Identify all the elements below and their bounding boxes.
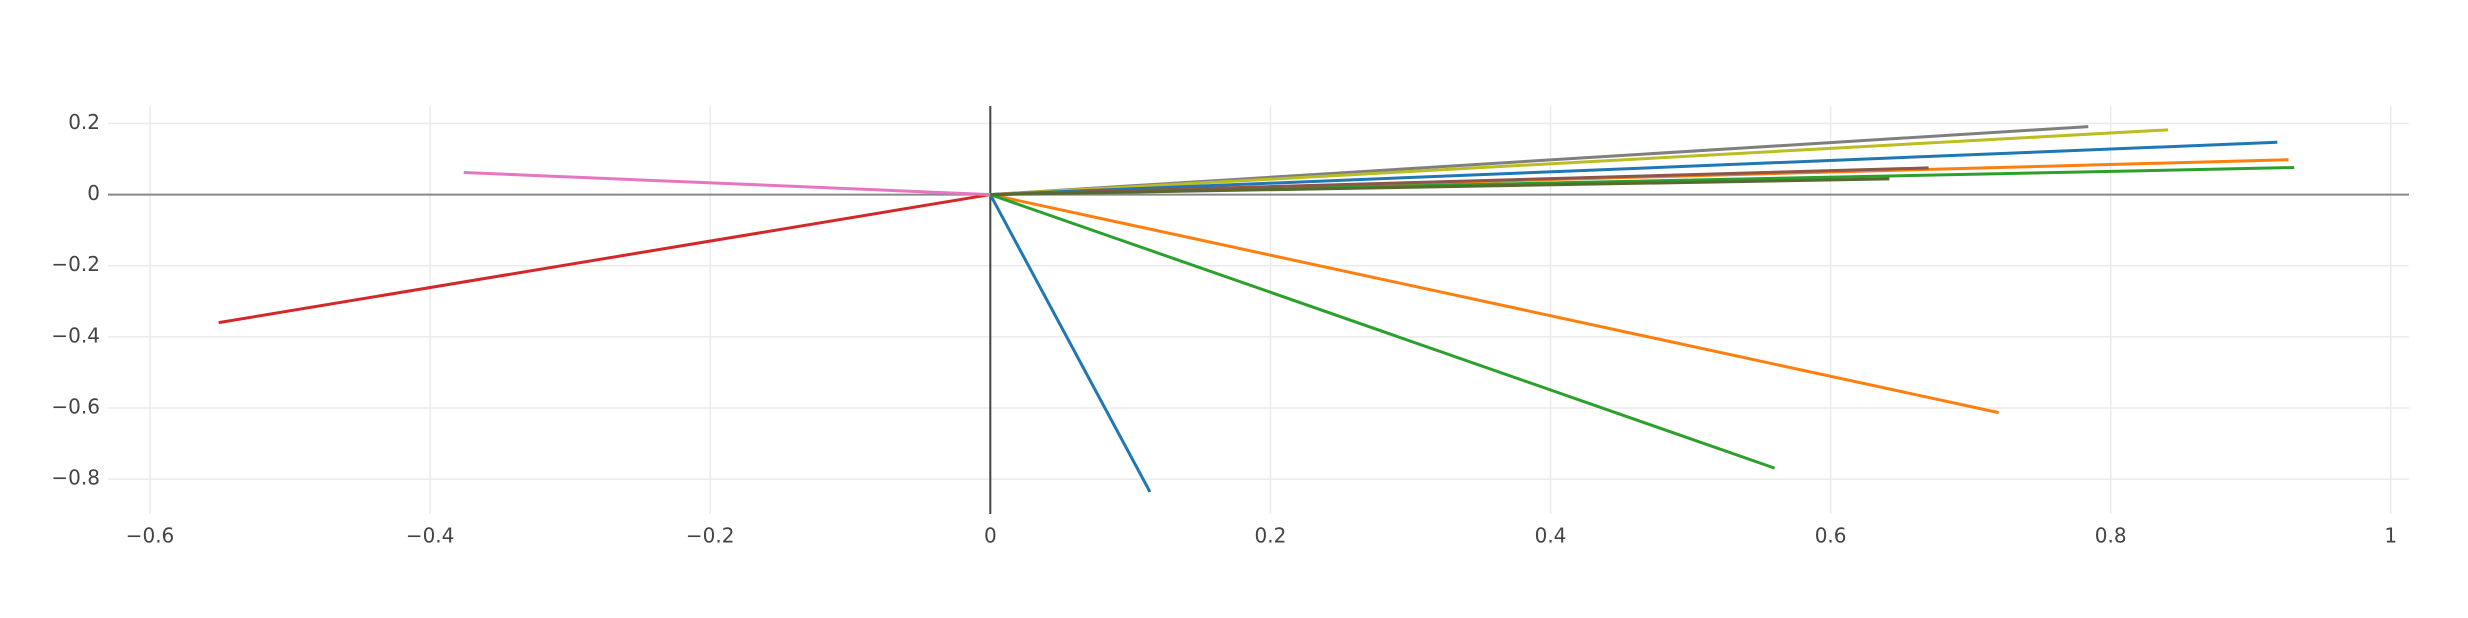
- x-tick-label: 0.8: [2095, 524, 2127, 548]
- vector-line: [989, 193, 1776, 470]
- y-tick-label: −0.4: [51, 323, 100, 347]
- y-tick-label: 0.2: [68, 110, 100, 134]
- vector-line: [990, 177, 1890, 197]
- vector-line: [990, 166, 1929, 197]
- vector-line: [463, 171, 991, 197]
- vector-line: [218, 193, 991, 325]
- vector-line: [990, 128, 2169, 197]
- x-tick-label: 0: [984, 524, 997, 548]
- y-tick-label: 0: [87, 181, 100, 205]
- x-tick-label: 0.4: [1535, 524, 1567, 548]
- x-tick-label: −0.2: [686, 524, 735, 548]
- y-tick-label: −0.2: [51, 252, 100, 276]
- x-tick-label: 1: [2384, 524, 2397, 548]
- x-tick-label: 0.2: [1254, 524, 1286, 548]
- y-tick-label: −0.8: [51, 466, 100, 490]
- x-tick-label: 0.6: [1815, 524, 1847, 548]
- vector-line: [990, 140, 2278, 197]
- x-tick-label: −0.6: [126, 524, 175, 548]
- y-tick-label: −0.6: [51, 394, 100, 418]
- vector-line: [989, 193, 1999, 415]
- vector-line: [988, 193, 1152, 493]
- x-tick-label: −0.4: [406, 524, 455, 548]
